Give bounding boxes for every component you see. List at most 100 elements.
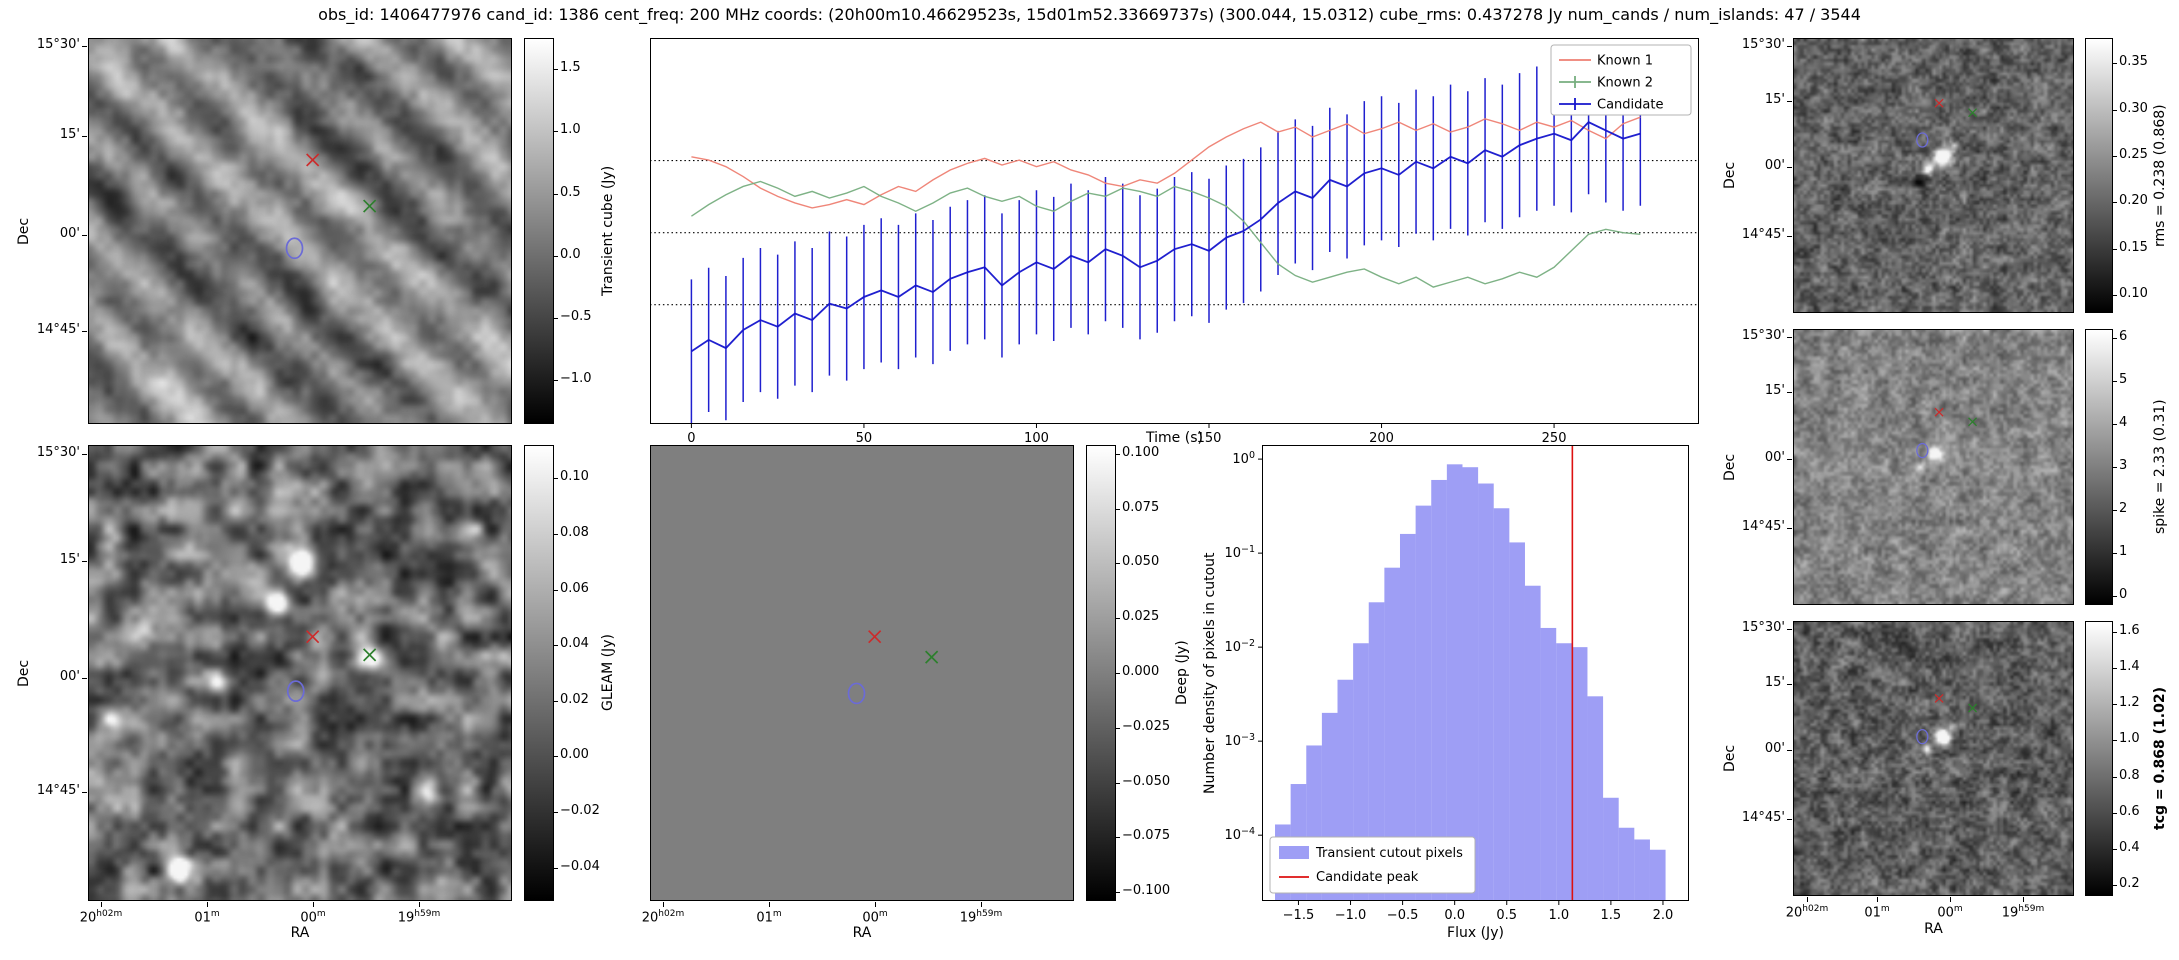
tick-mark — [2113, 740, 2117, 741]
tick-mark — [554, 701, 558, 702]
colorbar-tick-label: 0.075 — [1122, 500, 1160, 515]
colorbar-tick-label: 4 — [2119, 415, 2128, 430]
deep-image — [651, 446, 1073, 900]
dec-tick-label: 00' — [1764, 741, 1785, 756]
tick-mark — [101, 902, 102, 907]
colorbar-tick-label: 0.08 — [560, 525, 589, 540]
colorbar-tick-label: 3 — [2119, 458, 2128, 473]
dec-tick-label: 15' — [59, 127, 80, 142]
svg-text:1.0: 1.0 — [1548, 908, 1569, 923]
tick-mark — [875, 902, 876, 907]
figure-title: obs_id: 1406477976 cand_id: 1386 cent_fr… — [318, 5, 1861, 24]
colorbar-tick-label: 2 — [2119, 501, 2128, 516]
tick-mark — [82, 235, 87, 236]
tick-mark — [1787, 629, 1792, 630]
colorbar-tick-label: 0.100 — [1122, 445, 1160, 460]
colorbar-tick-label: 6 — [2119, 329, 2128, 344]
colorbar-tick-label: 0.10 — [2119, 286, 2148, 301]
dec-tick-label: 00' — [1764, 450, 1785, 465]
colorbar-tick-label: 0.8 — [2119, 768, 2140, 783]
tick-mark — [1787, 236, 1792, 237]
tick-mark — [1116, 454, 1120, 455]
dec-tick-label: 14°45' — [1741, 810, 1785, 825]
colorbar-label-transient-cube: Transient cube (Jy) — [600, 165, 616, 297]
tick-mark — [1787, 337, 1792, 338]
colorbar-tick-label: 5 — [2119, 372, 2128, 387]
rms-image — [1794, 39, 2073, 312]
tick-mark — [554, 478, 558, 479]
tick-mark — [82, 331, 87, 332]
p_r3-markers — [1916, 693, 1978, 745]
ra-tick-label: 19h59m — [397, 909, 441, 926]
p_r2-markers — [1916, 407, 1978, 459]
svg-text:Candidate peak: Candidate peak — [1316, 870, 1419, 885]
tick-mark — [554, 645, 558, 646]
dec-tick-label: 15' — [1764, 675, 1785, 690]
colorbar-tick-label: −0.050 — [1122, 774, 1171, 789]
colorbar-tick-label: 0.35 — [2119, 54, 2148, 69]
tick-mark — [554, 534, 558, 535]
transient-cube-image — [89, 39, 511, 423]
tick-mark — [1116, 673, 1120, 674]
tick-mark — [2113, 849, 2117, 850]
svg-text:10−1: 10−1 — [1224, 544, 1255, 561]
tick-mark — [2113, 777, 2117, 778]
panel-transient-cube — [88, 38, 512, 424]
ra-tick-label: 20h02m — [1785, 904, 1829, 921]
svg-text:50: 50 — [856, 431, 873, 446]
tick-mark — [554, 131, 558, 132]
gleam-image — [89, 446, 511, 900]
colorbar-gleam — [524, 445, 554, 901]
tick-mark — [1877, 897, 1878, 902]
ra-tick-label: 19h59m — [959, 909, 1003, 926]
tick-mark — [82, 136, 87, 137]
hist-xlabel: Flux (Jy) — [1447, 925, 1504, 941]
svg-text:0.5: 0.5 — [1496, 908, 1517, 923]
ra-tick-label: 20h02m — [79, 909, 123, 926]
colorbar-tick-label: 0.20 — [2119, 193, 2148, 208]
tick-mark — [1116, 509, 1120, 510]
dec-tick-label: 15' — [1764, 92, 1785, 107]
tick-mark — [207, 902, 208, 907]
tcg-ra-label: RA — [1924, 921, 1943, 937]
colorbar-deep — [1086, 445, 1116, 901]
svg-text:10−3: 10−3 — [1224, 732, 1255, 749]
colorbar-tick-label: −0.100 — [1122, 883, 1171, 898]
colorbar-tick-label: 0 — [2119, 587, 2128, 602]
tick-mark — [2113, 424, 2117, 425]
tick-mark — [1807, 897, 1808, 902]
ra-tick-label: 01m — [1864, 904, 1890, 921]
svg-text:Known 1: Known 1 — [1597, 54, 1653, 69]
colorbar-tick-label: 0.00 — [560, 747, 589, 762]
colorbar-tcg — [2085, 621, 2113, 896]
lightcurve-plot: 0 50 100 150 200 250 Known 1 Known 2 Candidate — [650, 38, 1699, 446]
colorbar-tick-label: 0.04 — [560, 636, 589, 651]
ra-tick-label: 19h59m — [2001, 904, 2045, 921]
colorbar-tick-label: 0.025 — [1122, 609, 1160, 624]
colorbar-tick-label: 0.15 — [2119, 240, 2148, 255]
tick-mark — [2113, 553, 2117, 554]
panel-rms — [1793, 38, 2074, 313]
tick-mark — [554, 318, 558, 319]
p_gleam-markers — [286, 630, 377, 703]
colorbar-tick-label: −0.025 — [1122, 719, 1171, 734]
dec-tick-label: 14°45' — [36, 783, 80, 798]
colorbar-tick-label: 1.2 — [2119, 695, 2140, 710]
svg-text:Known 2: Known 2 — [1597, 76, 1653, 91]
dec-tick-label: 14°45' — [1741, 227, 1785, 242]
colorbar-label-tcg: tcg = 0.868 (1.02) — [2152, 687, 2168, 830]
colorbar-spike — [2085, 329, 2113, 605]
svg-text:2.0: 2.0 — [1653, 908, 1674, 923]
tick-mark — [82, 678, 87, 679]
colorbar-tick-label: 0.6 — [2119, 804, 2140, 819]
colorbar-tick-label: 1.0 — [2119, 731, 2140, 746]
tick-mark — [1950, 897, 1951, 902]
tick-mark — [1787, 46, 1792, 47]
colorbar-tick-label: 0.0 — [560, 247, 581, 262]
dec-tick-label: 00' — [1764, 158, 1785, 173]
tick-mark — [554, 380, 558, 381]
dec-tick-label: 14°45' — [36, 322, 80, 337]
svg-text:Candidate: Candidate — [1597, 98, 1663, 113]
colorbar-label-deep: Deep (Jy) — [1174, 640, 1190, 706]
tick-mark — [82, 46, 87, 47]
